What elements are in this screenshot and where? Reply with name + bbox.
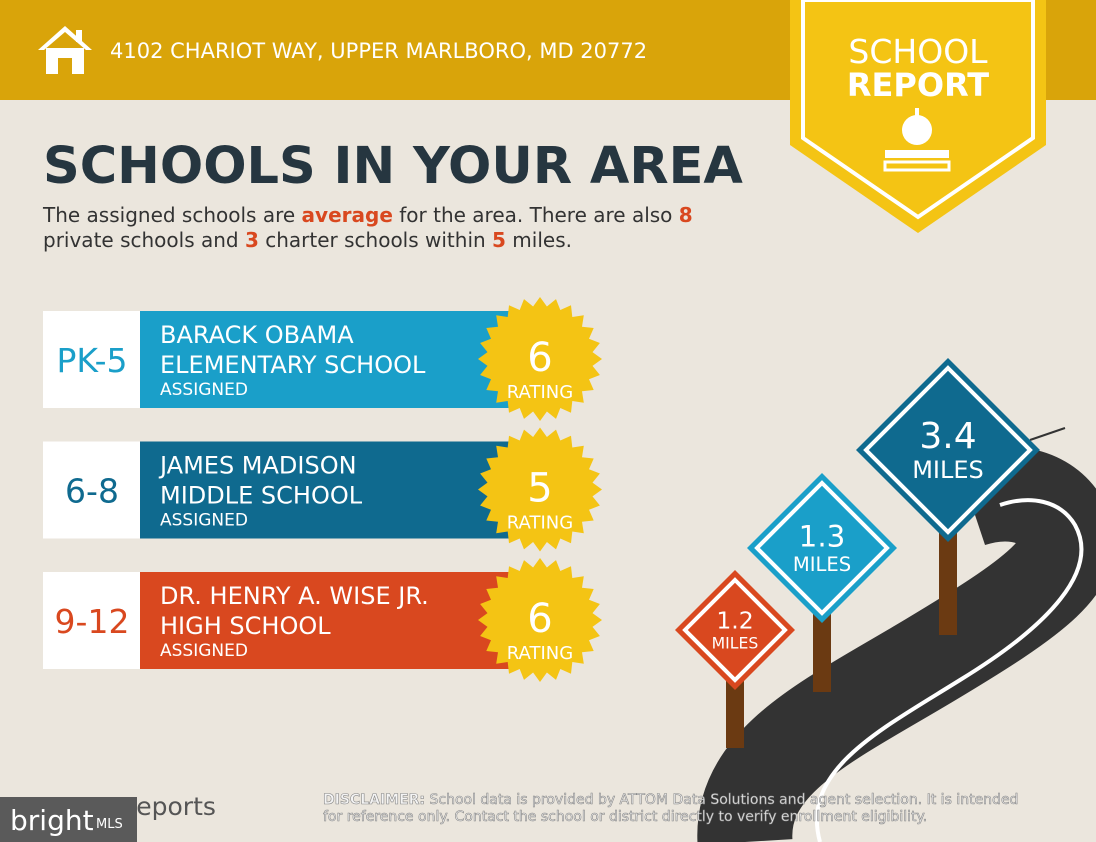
grade-box: [43, 441, 140, 539]
sign-border: [682, 577, 788, 683]
school-bar: [140, 311, 540, 408]
badge: SCHOOL REPORT: [790, 0, 1046, 233]
school-name: BARACK OBAMA: [160, 321, 354, 349]
rating: 6: [527, 596, 552, 642]
sign-distance: 1.3: [799, 519, 846, 553]
text: miles.: [506, 228, 572, 252]
description-line1: The assigned schools are average for the…: [42, 203, 693, 227]
rating-label: RATING: [507, 643, 573, 664]
sign-border: [754, 480, 890, 616]
sign-distance: 3.4: [919, 416, 976, 457]
disclaimer-text: School data is provided by ATTOM Data So…: [425, 792, 1018, 808]
sign-face: [675, 570, 795, 690]
rating-seal: [478, 558, 602, 682]
highlight: 3: [245, 228, 259, 252]
school-status: ASSIGNED: [160, 380, 248, 400]
text: private schools and: [43, 228, 245, 252]
sign-unit: MILES: [912, 456, 984, 484]
road-edge: [1029, 427, 1066, 441]
rating-seal: [478, 297, 602, 421]
text: The assigned schools are: [42, 203, 302, 227]
disclaimer-line2: for reference only. Contact the school o…: [323, 809, 927, 825]
disclaimer-label: DISCLAIMER:: [323, 792, 425, 808]
rating-label: RATING: [507, 382, 573, 403]
disclaimer-line1: DISCLAIMER: School data is provided by A…: [323, 792, 1018, 808]
school-bar: [140, 441, 540, 539]
grade-box: [43, 311, 140, 408]
mls-logo: bright: [10, 804, 94, 837]
sign-unit: MILES: [793, 553, 851, 576]
grades: 6-8: [65, 472, 119, 511]
grades: PK-5: [57, 341, 128, 380]
school-name: MIDDLE SCHOOL: [160, 482, 363, 510]
grade-box: [43, 572, 140, 669]
text: charter schools within: [259, 228, 492, 252]
school-name: ELEMENTARY SCHOOL: [160, 351, 426, 379]
description-line2: private schools and 3 charter schools wi…: [43, 228, 572, 252]
school-name: DR. HENRY A. WISE JR.: [160, 582, 429, 610]
rating-seal: [478, 427, 602, 552]
school-name: JAMES MADISON: [158, 452, 357, 480]
sign-face: [856, 358, 1040, 542]
grades: 9-12: [55, 602, 130, 641]
school-status: ASSIGNED: [160, 511, 248, 531]
school-row: 9-12 DR. HENRY A. WISE JR.HIGH SCHOOLASSI…: [43, 558, 602, 682]
badge-line1: SCHOOL: [848, 32, 988, 71]
home-icon: [38, 26, 92, 74]
highlight: 8: [679, 203, 693, 227]
mls-logo-box: [0, 797, 137, 842]
sign-face: [747, 473, 897, 623]
school-name: HIGH SCHOOL: [160, 612, 331, 640]
text: for the area. There are also: [393, 203, 679, 227]
highlight: 5: [492, 228, 506, 252]
rating: 5: [527, 466, 552, 512]
rating: 6: [527, 335, 552, 381]
school-bar: [140, 572, 540, 669]
school-status: ASSIGNED: [160, 641, 248, 661]
mls-logo-suffix: MLS: [96, 817, 123, 832]
highlight: average: [302, 203, 393, 227]
sign-distance: 1.2: [716, 607, 753, 635]
road: [697, 446, 1096, 842]
badge-line2: REPORT: [847, 66, 989, 104]
rating-label: RATING: [507, 513, 573, 534]
title: SCHOOLS IN YOUR AREA: [43, 137, 743, 196]
sign-border: [863, 365, 1033, 535]
address: 4102 CHARIOT WAY, UPPER MARLBORO, MD 207…: [110, 39, 647, 63]
sign-unit: MILES: [712, 633, 759, 652]
